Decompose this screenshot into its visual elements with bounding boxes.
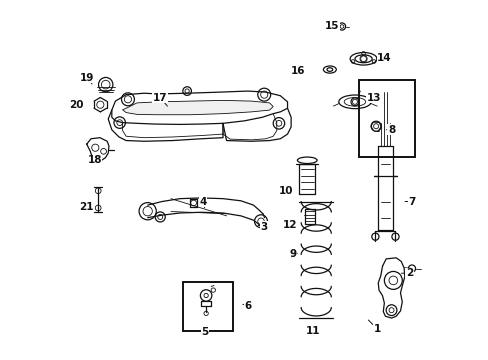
Text: 12: 12 (283, 220, 297, 230)
Text: 20: 20 (69, 100, 84, 110)
Text: 2: 2 (405, 268, 412, 278)
Bar (183, 282, 233, 331)
Text: 5: 5 (201, 327, 208, 337)
Text: 11: 11 (305, 325, 319, 336)
Text: 9: 9 (289, 248, 296, 258)
Polygon shape (112, 91, 287, 125)
Polygon shape (122, 100, 273, 115)
Text: 10: 10 (278, 186, 292, 196)
Text: 14: 14 (376, 53, 391, 63)
Text: 3: 3 (260, 222, 267, 231)
Bar (359, 80, 414, 157)
Text: 21: 21 (79, 202, 94, 212)
Text: 17: 17 (153, 93, 167, 103)
Text: 13: 13 (366, 93, 380, 103)
Text: 15: 15 (325, 21, 339, 31)
Text: 4: 4 (199, 197, 206, 207)
Text: 1: 1 (373, 324, 380, 334)
Text: 18: 18 (87, 155, 102, 165)
Text: 6: 6 (244, 301, 251, 311)
Text: 19: 19 (80, 73, 94, 83)
Text: 16: 16 (290, 66, 304, 76)
Text: 8: 8 (387, 125, 394, 135)
Text: 7: 7 (408, 197, 415, 207)
